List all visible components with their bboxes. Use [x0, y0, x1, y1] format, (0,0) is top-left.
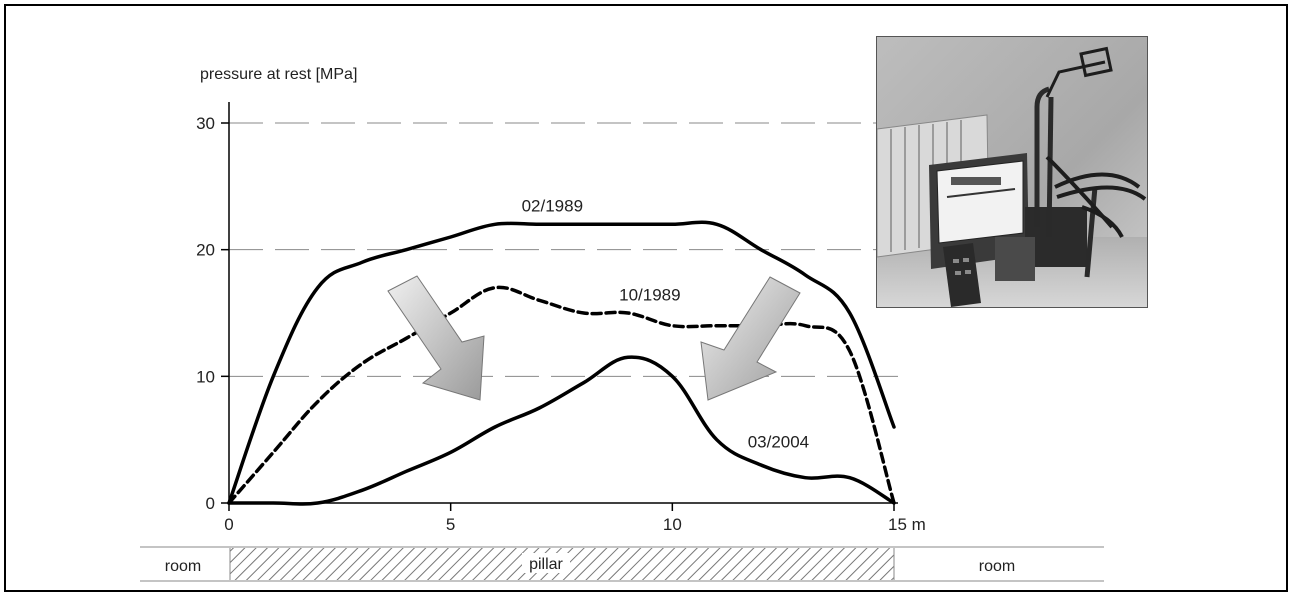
- y-tick-label-3: 30: [196, 114, 215, 133]
- y-tick-label-1: 10: [196, 367, 215, 386]
- y-tick-label-2: 20: [196, 241, 215, 260]
- y-axis-label: pressure at rest [MPa]: [200, 66, 357, 83]
- x-tick-label-0: 0: [224, 515, 233, 534]
- down-arrow-icon-left: [387, 275, 485, 401]
- axes: [228, 102, 898, 504]
- series-lines: [227, 220, 896, 506]
- x-tick-label-2: 10: [663, 515, 682, 534]
- y-ticks: 0 10 20 30: [196, 114, 229, 513]
- series-label-2: 03/2004: [748, 432, 809, 451]
- bottom-bar-room-left: room: [165, 558, 201, 575]
- bottom-bar: room pillar room: [140, 546, 1104, 582]
- series-line-0: [227, 220, 896, 505]
- x-tick-label-3: 15 m: [888, 515, 926, 534]
- gridlines: [229, 122, 898, 377]
- series-labels: 02/1989 10/1989 03/2004: [522, 197, 810, 452]
- series-label-0: 02/1989: [522, 197, 583, 216]
- series-line-2: [227, 355, 896, 506]
- bottom-bar-room-right: room: [979, 558, 1015, 575]
- bottom-bar-pillar: pillar: [529, 556, 563, 573]
- series-label-1: 10/1989: [619, 285, 680, 304]
- down-arrow-icon-right: [700, 276, 801, 401]
- x-ticks: 0 5 10 15 m: [224, 503, 926, 534]
- y-tick-label-0: 0: [206, 494, 215, 513]
- x-tick-label-1: 5: [446, 515, 455, 534]
- series-line-1: [227, 285, 896, 505]
- equipment-photo: [876, 36, 1148, 308]
